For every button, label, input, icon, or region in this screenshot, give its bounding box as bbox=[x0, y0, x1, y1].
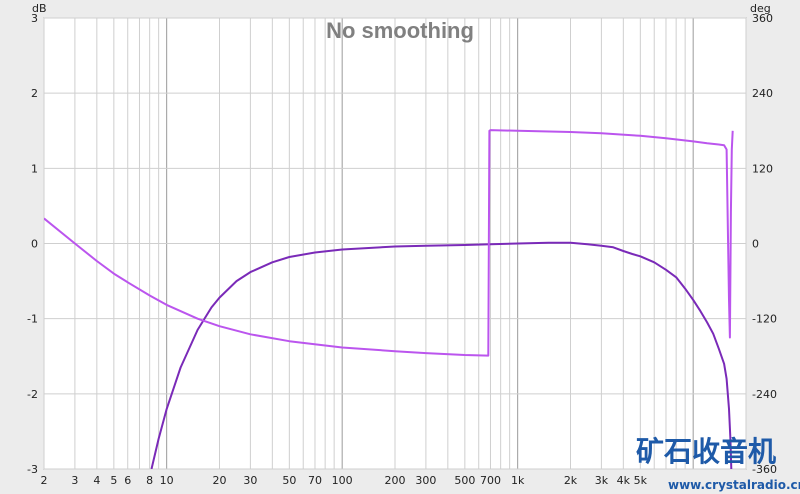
left-tick-label: 0 bbox=[31, 238, 38, 251]
left-tick-label: -1 bbox=[27, 313, 38, 326]
watermark: 矿石收音机 www.crystalradio.cn bbox=[636, 435, 800, 492]
watermark-brand: 矿石收音机 bbox=[636, 435, 776, 468]
left-axis-ticks: 3 2 1 0 -1 -2 -3 bbox=[27, 12, 38, 476]
chart-title: No smoothing bbox=[326, 18, 474, 43]
watermark-url: www.crystalradio.cn bbox=[668, 478, 800, 492]
x-tick-label: 5 bbox=[110, 474, 117, 487]
left-tick-label: -2 bbox=[27, 388, 38, 401]
right-tick-label: 0 bbox=[752, 238, 759, 251]
x-tick-label: 20 bbox=[213, 474, 227, 487]
x-tick-label: 300 bbox=[415, 474, 436, 487]
right-tick-label: 120 bbox=[752, 162, 773, 175]
x-tick-label: 6 bbox=[124, 474, 131, 487]
right-tick-label: -360 bbox=[752, 463, 777, 476]
x-tick-label: 2k bbox=[564, 474, 578, 487]
right-axis-ticks: 360 240 120 0 -120 -240 -360 bbox=[752, 12, 777, 476]
x-tick-label: 200 bbox=[385, 474, 406, 487]
right-tick-label: 240 bbox=[752, 87, 773, 100]
x-tick-label: 4 bbox=[93, 474, 100, 487]
x-tick-label: 1k bbox=[511, 474, 525, 487]
x-tick-label: 70 bbox=[308, 474, 322, 487]
left-tick-label: 2 bbox=[31, 87, 38, 100]
x-tick-label: 3k bbox=[595, 474, 609, 487]
left-tick-label: 3 bbox=[31, 12, 38, 25]
left-tick-label: 1 bbox=[31, 162, 38, 175]
magnitude-series-line bbox=[150, 241, 733, 469]
x-tick-label: 30 bbox=[243, 474, 257, 487]
x-tick-label: 700 bbox=[480, 474, 501, 487]
right-tick-label: -120 bbox=[752, 313, 777, 326]
left-tick-label: -3 bbox=[27, 463, 38, 476]
right-tick-label: -240 bbox=[752, 388, 777, 401]
x-axis-ticks: 2 3 4 5 6 8 10 20 30 50 70 100 200 300 500 700 1k 2k 3k 4k 5… bbox=[41, 474, 648, 487]
x-tick-label: 3 bbox=[71, 474, 78, 487]
x-tick-label: 8 bbox=[146, 474, 153, 487]
series-layer bbox=[44, 129, 734, 469]
x-tick-label: 500 bbox=[454, 474, 475, 487]
right-axis-unit: deg bbox=[750, 2, 771, 15]
x-tick-label: 4k bbox=[617, 474, 631, 487]
x-tick-label: 10 bbox=[160, 474, 174, 487]
phase-series-line bbox=[44, 129, 734, 357]
x-tick-label: 100 bbox=[332, 474, 353, 487]
left-axis-unit: dB bbox=[32, 2, 47, 15]
x-tick-label: 50 bbox=[282, 474, 296, 487]
x-tick-label: 5k bbox=[634, 474, 648, 487]
horizontal-gridlines bbox=[44, 17, 746, 470]
right-tick-label: 360 bbox=[752, 12, 773, 25]
x-tick-label: 2 bbox=[41, 474, 48, 487]
